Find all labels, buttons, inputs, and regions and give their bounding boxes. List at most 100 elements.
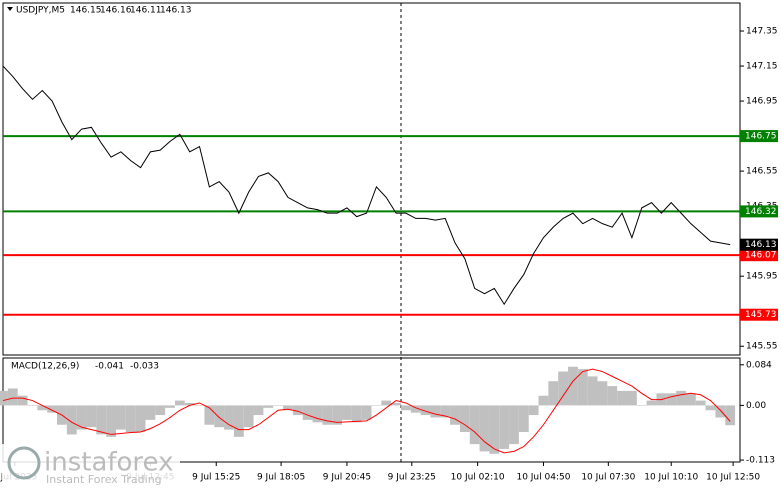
macd-bar bbox=[273, 405, 284, 406]
macd-bar bbox=[548, 381, 559, 406]
macd-bar bbox=[253, 405, 264, 416]
macd-bar bbox=[705, 405, 716, 411]
x-tick-label: 9 Jul 20:45 bbox=[323, 473, 371, 483]
macd-bar bbox=[715, 405, 726, 418]
y-tick-label: 147.35 bbox=[746, 27, 778, 37]
watermark-tagline: Instant Forex Trading bbox=[46, 473, 162, 486]
macd-title: MACD(12,26,9) bbox=[11, 362, 79, 372]
macd-bar bbox=[194, 405, 205, 406]
x-tick-label: 9 Jul 18:05 bbox=[257, 473, 305, 483]
macd-bar bbox=[636, 405, 647, 406]
level-label-bg bbox=[740, 205, 778, 218]
macd-bar bbox=[184, 402, 195, 406]
macd-bar bbox=[47, 405, 58, 413]
macd-bar bbox=[165, 405, 175, 408]
macd-bar bbox=[302, 405, 313, 420]
macd-bar bbox=[125, 405, 136, 433]
x-tick-label: 10 Jul 10:10 bbox=[644, 473, 698, 483]
macd-bar bbox=[420, 405, 431, 416]
ohlc-value: 146.13 bbox=[160, 6, 192, 16]
last-price-bg bbox=[740, 238, 778, 251]
macd-bar bbox=[76, 405, 87, 430]
macd-bar bbox=[725, 405, 736, 426]
y-tick-label: 145.55 bbox=[746, 342, 778, 352]
macd-bar bbox=[17, 395, 28, 406]
macd-bar bbox=[283, 405, 293, 411]
macd-bar bbox=[312, 405, 323, 423]
ohlc-value: 146.11 bbox=[130, 6, 162, 16]
macd-bar bbox=[459, 405, 470, 433]
last-price-label: 146.13 bbox=[745, 240, 777, 250]
y-tick-label: 147.15 bbox=[746, 62, 778, 72]
macd-bar bbox=[371, 405, 382, 406]
macd-bar bbox=[617, 390, 627, 406]
level-label: 146.07 bbox=[745, 251, 777, 261]
macd-bar bbox=[450, 405, 460, 425]
level-label-bg bbox=[740, 130, 778, 143]
macd-bar bbox=[685, 393, 696, 406]
macd-bar bbox=[410, 405, 421, 413]
x-tick-label: 9 Jul 23:25 bbox=[388, 473, 436, 483]
macd-bar bbox=[27, 405, 38, 406]
macd-bar bbox=[174, 400, 185, 406]
macd-signal-value: -0.033 bbox=[130, 362, 159, 372]
signal-line bbox=[2, 368, 731, 454]
macd-bar bbox=[96, 405, 107, 435]
macd-bar bbox=[568, 366, 578, 406]
level-label: 146.75 bbox=[745, 132, 777, 142]
price-line bbox=[2, 65, 731, 306]
macd-bar bbox=[666, 393, 677, 406]
macd-bar bbox=[400, 405, 411, 411]
x-tick-label: 10 Jul 12:50 bbox=[706, 473, 760, 483]
macd-bar bbox=[676, 390, 686, 406]
macd-bar bbox=[106, 405, 117, 437]
macd-bar bbox=[292, 405, 303, 416]
macd-bar bbox=[332, 405, 343, 425]
macd-bar bbox=[597, 381, 608, 406]
y-tick-label: 146.95 bbox=[746, 97, 778, 107]
level-label-bg bbox=[740, 249, 778, 262]
macd-bar bbox=[646, 400, 657, 406]
macd-bar bbox=[479, 405, 490, 452]
macd-bar bbox=[204, 405, 215, 425]
x-tick-label: 10 Jul 02:10 bbox=[451, 473, 505, 483]
y-tick-label: 145.95 bbox=[746, 272, 778, 282]
macd-bar bbox=[607, 386, 618, 406]
macd-bar bbox=[509, 405, 519, 445]
macd-bar bbox=[214, 405, 225, 428]
macd-bar bbox=[528, 405, 539, 416]
watermark: instaforex Instant Forex Trading bbox=[2, 444, 180, 488]
y-tick-label: 0.084 bbox=[746, 360, 772, 370]
macd-bar bbox=[0, 390, 8, 406]
macd-panel bbox=[2, 357, 741, 463]
x-tick-label: 10 Jul 07:30 bbox=[581, 473, 635, 483]
y-tick-label: 146.55 bbox=[746, 167, 778, 177]
macd-bar bbox=[391, 402, 401, 406]
macd-bar bbox=[361, 405, 372, 420]
macd-bar bbox=[155, 405, 166, 416]
macd-bar bbox=[489, 405, 500, 454]
dropdown-icon bbox=[7, 7, 13, 11]
macd-main-value: -0.041 bbox=[95, 362, 124, 372]
macd-bar bbox=[37, 405, 48, 411]
macd-bar bbox=[7, 388, 18, 406]
macd-bar bbox=[381, 400, 392, 406]
watermark-logo bbox=[7, 446, 41, 480]
macd-bar bbox=[558, 371, 569, 406]
macd-bar bbox=[626, 390, 637, 406]
macd-bar bbox=[342, 405, 352, 420]
macd-bar bbox=[263, 405, 274, 408]
x-tick-label: 10 Jul 04:50 bbox=[516, 473, 570, 483]
macd-bar bbox=[66, 405, 77, 435]
macd-bar bbox=[116, 405, 126, 430]
macd-bar bbox=[351, 405, 362, 423]
price-panel bbox=[2, 2, 741, 356]
macd-bar bbox=[224, 405, 234, 430]
macd-bar bbox=[243, 405, 254, 428]
macd-bar bbox=[499, 405, 510, 449]
macd-bar bbox=[86, 405, 97, 428]
y-tick-label: -0.113 bbox=[746, 456, 775, 466]
macd-bar bbox=[135, 405, 146, 433]
macd-bar bbox=[518, 405, 529, 433]
